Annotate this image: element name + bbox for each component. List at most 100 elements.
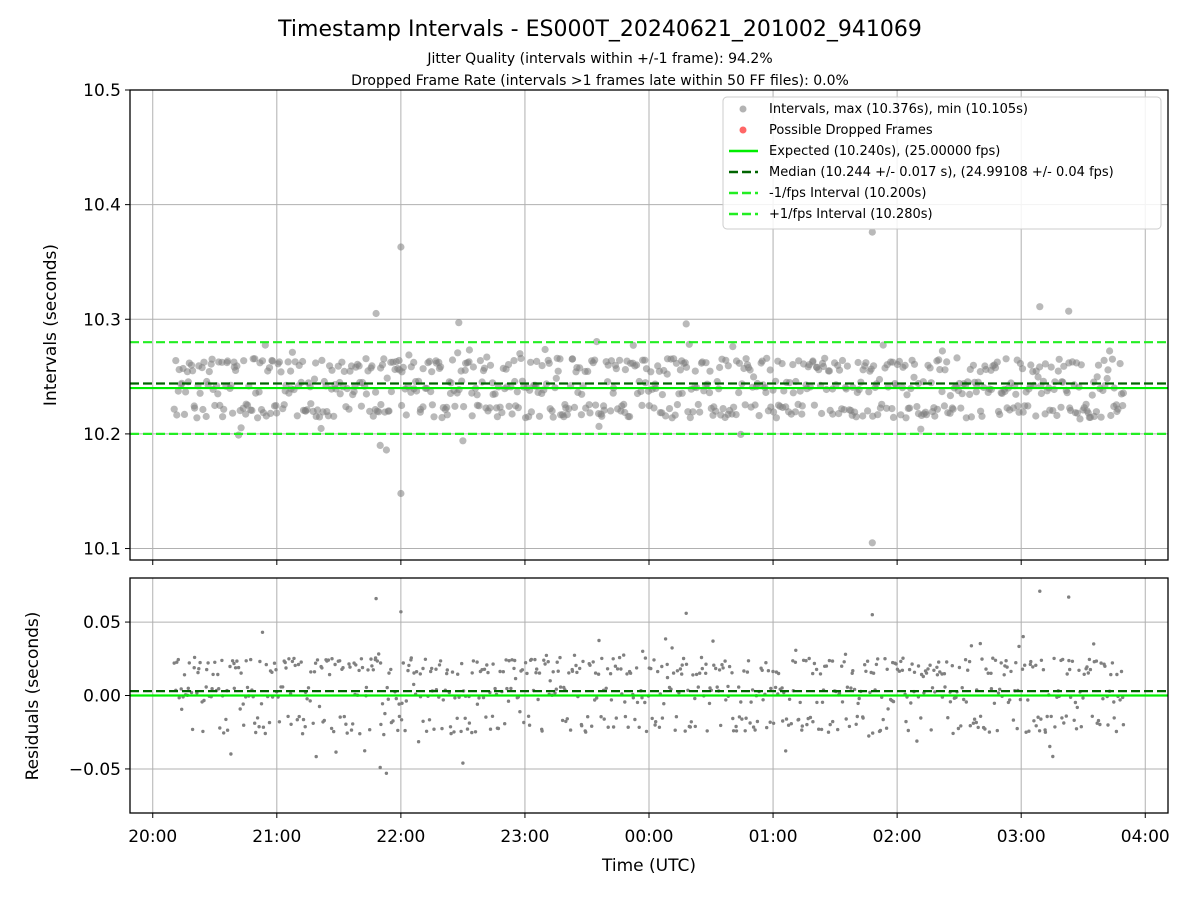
interval-point — [1076, 415, 1084, 423]
interval-point — [1034, 373, 1042, 381]
residual-point — [338, 715, 342, 719]
residual-point — [968, 724, 972, 728]
interval-point — [182, 388, 190, 396]
interval-point — [868, 228, 876, 236]
residual-point — [482, 667, 487, 671]
residual-point — [897, 669, 902, 673]
residual-point — [312, 670, 317, 674]
interval-point — [933, 405, 942, 413]
residual-point — [303, 725, 307, 729]
interval-point — [1057, 403, 1065, 411]
residual-point — [959, 724, 963, 728]
residual-point — [951, 731, 955, 736]
interval-point — [254, 414, 262, 422]
interval-point — [938, 388, 946, 396]
x-tick-label: 22:00 — [376, 827, 425, 847]
residual-point — [593, 671, 598, 675]
intervals-points — [170, 228, 1127, 547]
x-axis-label: Time (UTC) — [601, 856, 696, 876]
residual-point — [885, 667, 889, 671]
residual-point — [1106, 723, 1110, 727]
residual-point — [704, 671, 708, 675]
interval-point — [862, 359, 870, 367]
residual-point — [345, 731, 349, 735]
residual-point — [791, 659, 795, 663]
residual-point — [950, 664, 954, 668]
residual-point — [1079, 725, 1084, 729]
residual-point — [663, 637, 668, 641]
interval-point — [755, 412, 763, 420]
interval-point — [735, 389, 743, 397]
residual-point — [389, 667, 393, 672]
interval-point — [496, 403, 504, 411]
residual-point — [974, 720, 978, 725]
legend-label-median: Median (10.244 +/- 0.017 s), (24.99108 +… — [769, 165, 1114, 180]
residual-point — [529, 657, 534, 662]
interval-point — [535, 412, 544, 420]
residual-point — [650, 716, 654, 721]
residual-point — [1048, 744, 1052, 749]
interval-point — [676, 366, 685, 374]
interval-point — [647, 368, 655, 376]
residual-point — [643, 700, 647, 705]
interval-point — [170, 405, 178, 413]
residual-point — [378, 661, 383, 665]
interval-point — [269, 357, 277, 365]
interval-point — [328, 366, 336, 374]
residual-point — [675, 669, 680, 673]
interval-point — [505, 402, 513, 410]
residual-point — [1038, 589, 1042, 593]
residual-point — [348, 665, 352, 669]
residual-point — [930, 686, 935, 690]
interval-point — [958, 390, 966, 398]
residual-point — [394, 696, 398, 701]
residual-point — [555, 660, 559, 664]
interval-point — [399, 363, 407, 371]
residual-point — [623, 714, 628, 719]
interval-point — [673, 401, 682, 409]
residual-point — [192, 666, 196, 670]
residual-point — [463, 716, 467, 720]
residual-point — [780, 686, 784, 690]
residual-point — [826, 730, 831, 734]
interval-point — [554, 367, 562, 375]
residual-point — [342, 714, 346, 719]
residual-point — [1002, 673, 1006, 677]
interval-point — [196, 389, 204, 397]
interval-point — [552, 374, 560, 382]
residual-point — [1096, 718, 1101, 723]
residual-point — [633, 717, 637, 722]
residual-point — [900, 668, 905, 672]
residual-point — [963, 658, 968, 662]
residual-point — [230, 659, 235, 663]
residual-point — [284, 666, 288, 670]
interval-point — [313, 406, 322, 414]
residual-point — [373, 656, 378, 660]
residual-point — [453, 696, 457, 700]
interval-point — [751, 401, 759, 409]
residual-point — [712, 663, 716, 667]
residual-point — [1061, 657, 1065, 662]
residual-point — [477, 696, 481, 700]
residual-point — [871, 731, 875, 735]
interval-point — [454, 349, 462, 357]
residual-point — [614, 716, 618, 720]
residual-point — [943, 685, 947, 689]
residual-point — [1115, 672, 1119, 677]
residual-point — [1039, 717, 1043, 721]
interval-point — [1024, 402, 1032, 410]
interval-point — [199, 405, 207, 414]
residual-point — [332, 729, 336, 734]
residual-point — [654, 720, 658, 724]
residual-point — [1121, 723, 1126, 727]
interval-point — [671, 411, 679, 419]
residual-point — [901, 656, 905, 660]
residual-point — [730, 671, 734, 675]
residual-point — [597, 638, 601, 643]
residual-point — [1028, 662, 1033, 667]
residual-point — [611, 725, 616, 729]
legend: Intervals, max (10.376s), min (10.105s) … — [722, 96, 1162, 230]
residual-point — [1099, 661, 1103, 665]
interval-point — [702, 359, 710, 367]
residual-point — [289, 722, 293, 726]
